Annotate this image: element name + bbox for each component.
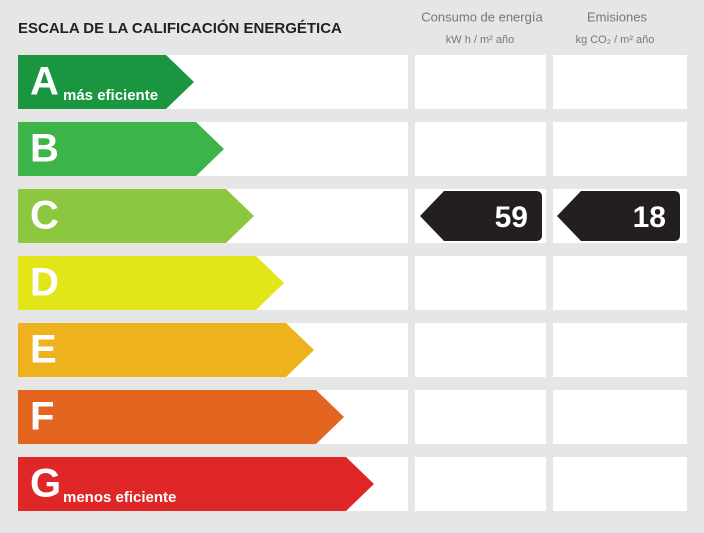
result-pointer bbox=[557, 191, 680, 241]
value-cell bbox=[553, 390, 687, 444]
value-cell bbox=[553, 256, 687, 310]
value-cell bbox=[415, 323, 546, 377]
result-value: 59 bbox=[495, 201, 528, 234]
rating-letter: A bbox=[30, 60, 59, 104]
rating-arrow bbox=[18, 122, 224, 176]
value-cell bbox=[415, 256, 546, 310]
value-cell bbox=[553, 457, 687, 511]
result-value: 18 bbox=[633, 201, 666, 234]
result-pointer bbox=[420, 191, 542, 241]
rating-note: menos eficiente bbox=[63, 489, 176, 506]
rating-arrow bbox=[18, 189, 254, 243]
rating-letter: F bbox=[30, 395, 54, 439]
value-cell bbox=[415, 55, 546, 109]
value-cell bbox=[415, 390, 546, 444]
value-cell bbox=[553, 55, 687, 109]
rating-letter: E bbox=[30, 328, 57, 372]
title: ESCALA DE LA CALIFICACIÓN ENERGÉTICA bbox=[18, 19, 342, 37]
rating-letter: B bbox=[30, 127, 59, 171]
value-cell bbox=[415, 457, 546, 511]
rating-note: más eficiente bbox=[63, 87, 158, 104]
rating-arrow bbox=[18, 323, 314, 377]
value-cell bbox=[415, 122, 546, 176]
column-name: Consumo de energía bbox=[421, 9, 543, 24]
rating-letter: C bbox=[30, 194, 59, 238]
value-cell bbox=[553, 323, 687, 377]
column-name: Emisiones bbox=[587, 9, 647, 24]
rating-letter: G bbox=[30, 462, 61, 506]
column-unit: kg CO₂ / m² año bbox=[576, 34, 655, 46]
rating-arrow bbox=[18, 390, 344, 444]
rating-letter: D bbox=[30, 261, 59, 305]
value-cell bbox=[553, 122, 687, 176]
rating-arrow bbox=[18, 256, 284, 310]
rating-arrow bbox=[18, 55, 194, 109]
rating-arrow bbox=[18, 457, 374, 511]
column-unit: kW h / m² año bbox=[446, 34, 514, 46]
